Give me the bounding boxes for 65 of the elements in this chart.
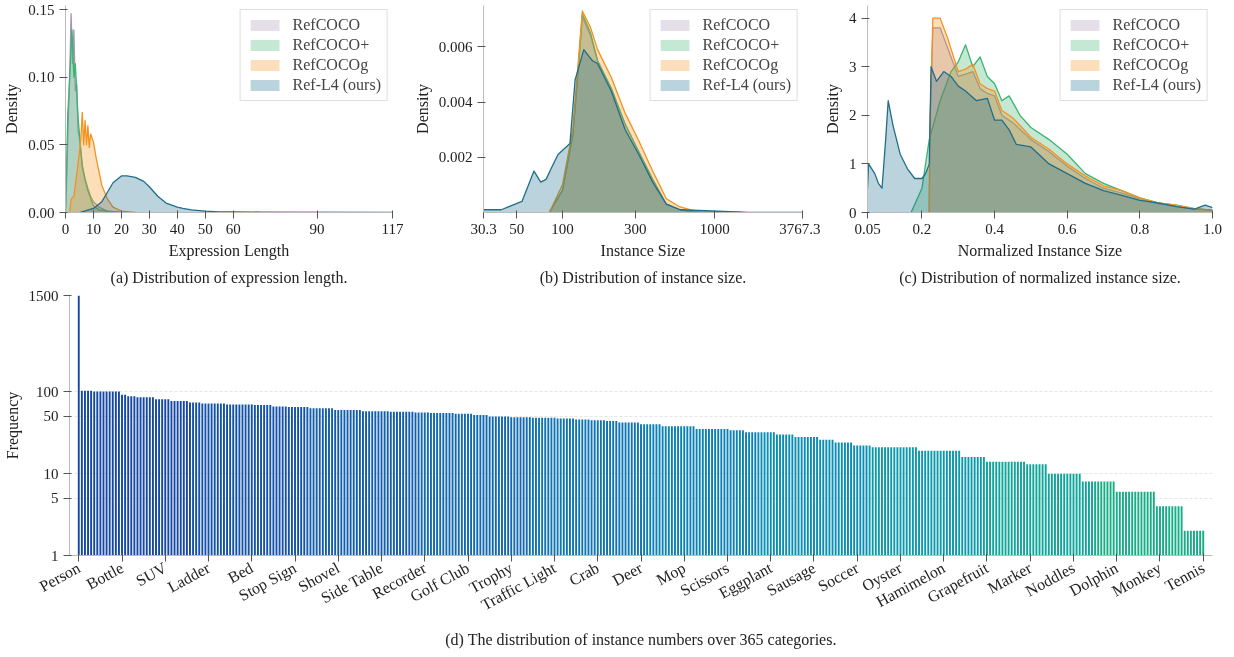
y-tick-label: 4 <box>849 10 857 27</box>
x-tick-label: 3767.3 <box>779 220 821 237</box>
y-tick-label: 10 <box>43 465 59 482</box>
text: (c) Distribution of normalized instance size. <box>899 268 1181 287</box>
x-tick-label: 0.8 <box>1130 220 1150 237</box>
y-tick-label: 1500 <box>28 287 59 304</box>
x-tick-label: 0.4 <box>985 220 1005 237</box>
y-tick-label: 1 <box>849 155 857 172</box>
x-tick-label: 90 <box>309 220 325 237</box>
y-axis-title: Density <box>413 84 432 134</box>
legend-label: RefCOCO <box>702 16 771 34</box>
y-tick-label: 0.15 <box>28 1 55 18</box>
legend-label: RefCOCO <box>292 16 361 34</box>
y-axis-title: Density <box>3 84 22 134</box>
legend-label: RefCOCO+ <box>1112 36 1190 54</box>
x-axis-title: Expression Length <box>168 241 290 260</box>
x-tick-label: Bed <box>225 559 256 587</box>
x-tick-label: Deer <box>609 558 646 589</box>
x-tick-label: 30.3 <box>470 220 497 237</box>
x-tick-label: 0.2 <box>912 220 932 237</box>
y-tick-label: 0.006 <box>438 38 473 55</box>
x-tick-label: Bottle <box>83 559 127 593</box>
x-tick-label: 117 <box>381 220 404 237</box>
y-tick-label: 0.05 <box>28 136 55 153</box>
legend-label: RefCOCO+ <box>292 36 370 54</box>
x-tick-label: Tennis <box>1161 559 1208 595</box>
text: (a) Distribution of expression length. <box>110 268 348 287</box>
y-tick-label: 0 <box>849 204 857 221</box>
y-axis-title: Density <box>824 84 842 134</box>
y-tick-label: 50 <box>43 408 59 425</box>
legend-label: Ref-L4 (ours) <box>702 76 791 94</box>
legend-label: RefCOCOg <box>292 56 369 74</box>
x-axis-title: Normalized Instance Size <box>957 241 1123 259</box>
x-tick-label: 1.0 <box>1203 220 1222 237</box>
legend-label: RefCOCOg <box>1112 56 1189 74</box>
x-tick-label: 50 <box>509 220 525 237</box>
y-tick-label: 100 <box>36 383 59 400</box>
y-tick-label: 0.004 <box>438 94 473 111</box>
x-tick-label: 40 <box>169 220 185 237</box>
y-tick-label: 0.10 <box>28 69 55 86</box>
x-tick-label: 1000 <box>699 220 730 237</box>
x-tick-label: 10 <box>85 220 101 237</box>
y-tick-label: 3 <box>849 58 857 75</box>
y-tick-label: 1 <box>51 547 59 564</box>
x-tick-label: Crab <box>566 559 602 589</box>
x-tick-label: 60 <box>225 220 241 237</box>
x-tick-label: 20 <box>113 220 129 237</box>
x-tick-label: 0.6 <box>1057 220 1078 237</box>
legend-label: RefCOCOg <box>702 56 779 74</box>
x-tick-label: 300 <box>623 220 647 237</box>
y-tick-label: 2 <box>849 107 857 124</box>
legend-label: Ref-L4 (ours) <box>292 76 381 94</box>
y-tick-label: 5 <box>51 490 59 507</box>
y-tick-label: 0.00 <box>28 204 55 221</box>
x-tick-label: 30 <box>141 220 157 237</box>
y-axis-title: Frequency <box>3 391 22 460</box>
x-axis-title: Instance Size <box>600 241 686 259</box>
x-tick-label: 100 <box>551 220 574 237</box>
legend-label: RefCOCO <box>1112 16 1181 34</box>
text: (d) The distribution of instance numbers over 365 categories. <box>445 630 837 649</box>
legend-label: RefCOCO+ <box>702 36 780 54</box>
legend-label: Ref-L4 (ours) <box>1112 76 1201 94</box>
text: (b) Distribution of instance size. <box>539 268 747 287</box>
x-tick-label: 50 <box>197 220 213 237</box>
y-tick-label: 0.002 <box>438 149 473 166</box>
